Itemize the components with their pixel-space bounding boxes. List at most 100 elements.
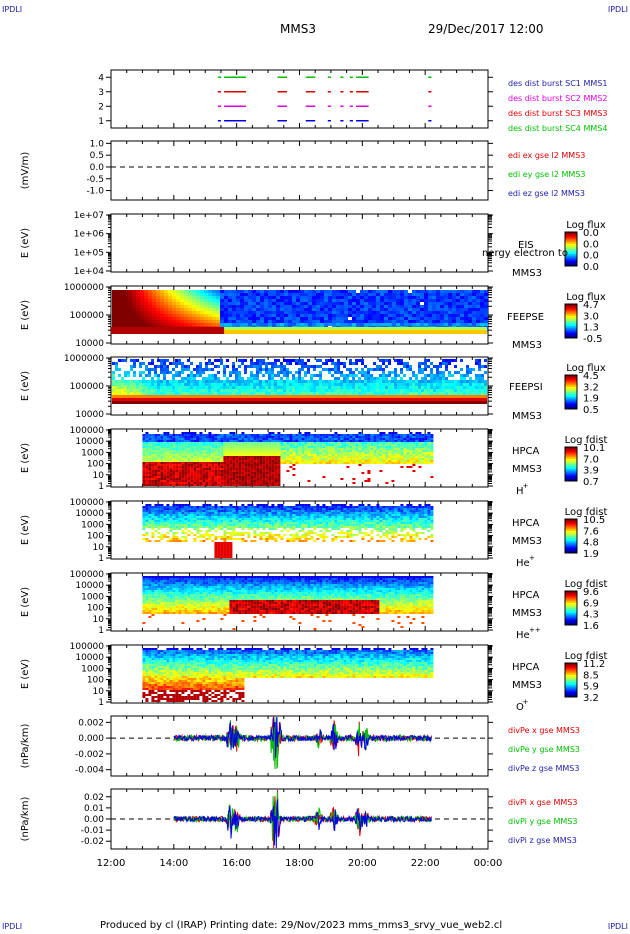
- hpca_h-cell: [247, 450, 251, 452]
- feepse-cell: [440, 293, 444, 296]
- feepse-cell: [460, 323, 464, 326]
- hpca_h-cell: [214, 472, 218, 474]
- feepsi-colorbar-cell: [565, 386, 577, 390]
- feepsi-cell: [208, 380, 211, 383]
- hpca_h-cell: [388, 440, 392, 442]
- hpca_h-cell: [199, 432, 203, 434]
- hpca_h-cell: [253, 442, 257, 444]
- feepsi-cell: [475, 377, 478, 380]
- feepse-cell: [452, 323, 456, 326]
- feepse-cell: [180, 320, 184, 323]
- feepse-cell: [472, 299, 476, 302]
- feepse-cell: [176, 302, 180, 305]
- hpca_h-cell: [169, 452, 173, 454]
- feepsi-cell: [286, 389, 289, 392]
- eis-colorbar-cell: [565, 238, 577, 241]
- feepse-cell: [332, 299, 336, 302]
- feepse-cell: [364, 314, 368, 317]
- feepse-cell: [352, 293, 356, 296]
- feepsi-cell: [433, 374, 436, 377]
- feepse-cell: [280, 293, 284, 296]
- feepsi-cell: [166, 359, 169, 362]
- hpca_h-cell: [178, 448, 182, 450]
- feepse-cell: [484, 293, 488, 296]
- hpca_h-cell: [271, 482, 275, 484]
- feepse-cell: [412, 302, 416, 305]
- hpca_h-cell: [223, 448, 227, 450]
- hpca_h-cell: [370, 440, 374, 442]
- feepsi-cell: [274, 392, 277, 395]
- hpca_h-cell: [181, 468, 185, 470]
- feepse-cell: [296, 323, 300, 326]
- hpca_h-cell: [208, 474, 212, 476]
- hpca_h-cell: [193, 448, 197, 450]
- feepse-cell: [200, 305, 204, 308]
- hpca_h-cell: [220, 474, 224, 476]
- feepsi-cell: [439, 371, 442, 374]
- feepsi-cell: [346, 380, 349, 383]
- hpca_h-cell: [238, 478, 242, 480]
- hpca_h-cell: [199, 478, 203, 480]
- feepse-cell: [440, 296, 444, 299]
- hpca_h-cell: [376, 438, 380, 440]
- feepsi-cell: [385, 365, 388, 368]
- hpca_h-cell: [277, 460, 281, 462]
- feepse-cell: [416, 317, 420, 320]
- feepse-cell: [136, 308, 140, 311]
- feepse-cell: [144, 299, 148, 302]
- hpca_h-cell: [274, 454, 278, 456]
- hpca_h-cell: [382, 446, 386, 448]
- hpca_h-cell: [295, 452, 299, 454]
- hpca_h-cell: [250, 442, 254, 444]
- hpca_h-cell: [394, 458, 398, 460]
- feepsi-cell: [232, 386, 235, 389]
- eis-ytick-label: 1e+05: [74, 248, 104, 258]
- hpca_h-cell: [226, 448, 230, 450]
- feepse-cell: [360, 299, 364, 302]
- feepsi-cell: [445, 365, 448, 368]
- hpca_h-cell: [373, 434, 377, 436]
- feepse-cell: [172, 290, 176, 293]
- hpca_h-cell: [322, 446, 326, 448]
- hpca_h-cell: [346, 462, 350, 464]
- feepse-cell: [380, 314, 384, 317]
- feepsi-cell: [394, 383, 397, 386]
- feepsi-cell: [274, 374, 277, 377]
- feepsi-cell: [220, 362, 223, 365]
- feepse-cell: [140, 320, 144, 323]
- hpca_h-cell: [301, 460, 305, 462]
- feepsi-cell: [187, 380, 190, 383]
- feepse-cell: [304, 311, 308, 314]
- feepse-cell: [276, 311, 280, 314]
- feepsi-cell: [409, 380, 412, 383]
- feepse-cell: [120, 305, 124, 308]
- hpca_h-cell: [208, 484, 212, 486]
- feepse-cell: [144, 311, 148, 314]
- feepsi-cell: [421, 371, 424, 374]
- hpca_h-cell: [157, 436, 161, 438]
- feepsi-cell: [370, 386, 373, 389]
- feepse-cell: [272, 302, 276, 305]
- hpca_h-cell: [232, 438, 236, 440]
- hpca_h-cell: [154, 436, 158, 438]
- hpca_h-cell: [397, 440, 401, 442]
- hpca_h-cell: [181, 456, 185, 458]
- hpca_h-cell: [379, 444, 383, 446]
- hpca_h-cell: [259, 452, 263, 454]
- hpca_h-cell: [193, 440, 197, 442]
- feepse-cell: [304, 314, 308, 317]
- hpca_h-cell: [280, 454, 284, 456]
- hpca_h-cell: [319, 448, 323, 450]
- feepsi-cell: [154, 371, 157, 374]
- feepse-cell: [248, 308, 252, 311]
- hpca_h-cell: [382, 432, 386, 434]
- feepsi-cell: [346, 392, 349, 395]
- eis-colorbar-cell: [565, 243, 577, 247]
- feepse-cell: [440, 311, 444, 314]
- eis-colorbar-tick: 0.0: [583, 239, 599, 250]
- hpca_h-cell: [211, 440, 215, 442]
- feepsi-cell: [154, 380, 157, 383]
- hpca_h-cell: [247, 448, 251, 450]
- feepsi-cell: [466, 374, 469, 377]
- feepse-cell: [376, 290, 380, 293]
